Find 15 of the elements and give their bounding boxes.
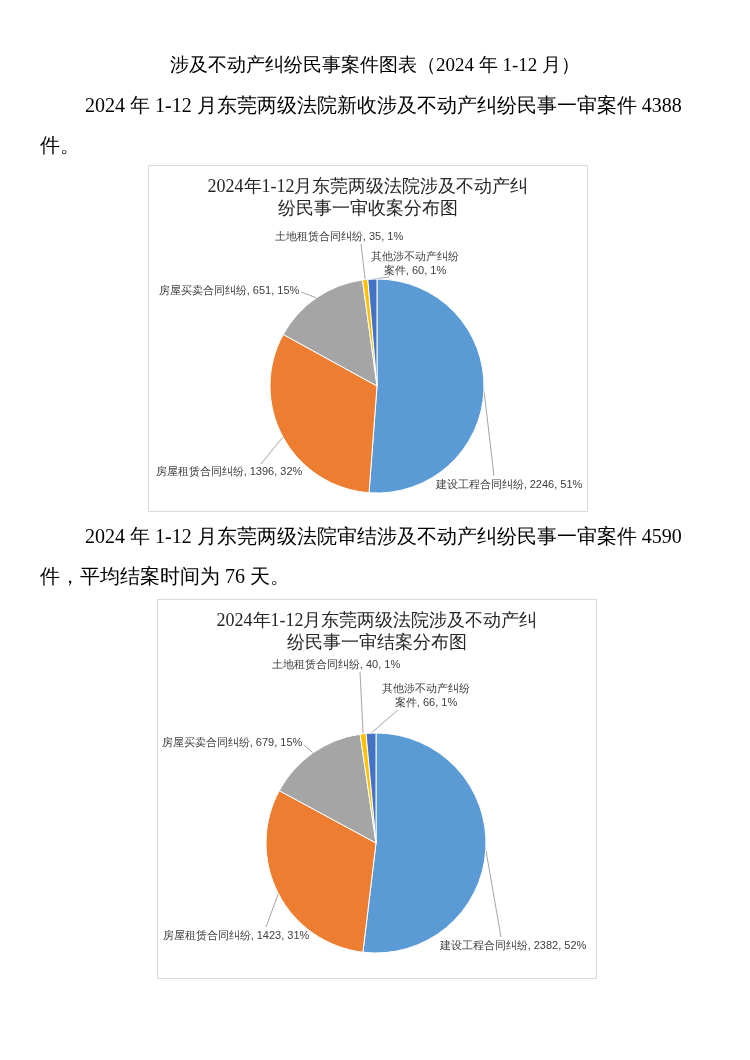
- text: 2024 年 1-12 月东莞两级法院新收涉及不动产纠纷民事一审案件 4388 件。: [40, 93, 683, 158]
- slice-label: 房屋买卖合同纠纷, 679, 15%: [161, 735, 303, 749]
- text: 涉及不动产纠纷民事案件图表（2024 年 1-12 月）: [168, 53, 582, 77]
- slice-label: 房屋租赁合同纠纷, 1423, 31%: [162, 928, 310, 942]
- chart-title: 2024年1-12月东莞两级法院涉及不动产纠纷民事一审结案分布图: [216, 610, 538, 652]
- slice-label: 其他涉不动产纠纷案件, 60, 1%: [370, 249, 460, 277]
- slice-label: 土地租赁合同纠纷, 40, 1%: [271, 657, 401, 671]
- slice-label: 房屋租赁合同纠纷, 1396, 32%: [155, 464, 303, 478]
- slice-label: 建设工程合同纠纷, 2246, 51%: [435, 477, 583, 491]
- slice-label: 其他涉不动产纠纷案件, 66, 1%: [381, 681, 471, 709]
- chart-title: 2024年1-12月东莞两级法院涉及不动产纠纷民事一审收案分布图: [207, 176, 529, 218]
- text: 2024 年 1-12 月东莞两级法院审结涉及不动产纠纷民事一审案件 4590 件，平均结案时间为 76 天。: [40, 524, 683, 589]
- slice-label: 建设工程合同纠纷, 2382, 52%: [439, 938, 587, 952]
- slice-label: 土地租赁合同纠纷, 35, 1%: [274, 229, 404, 243]
- slice-label: 房屋买卖合同纠纷, 651, 15%: [158, 283, 300, 297]
